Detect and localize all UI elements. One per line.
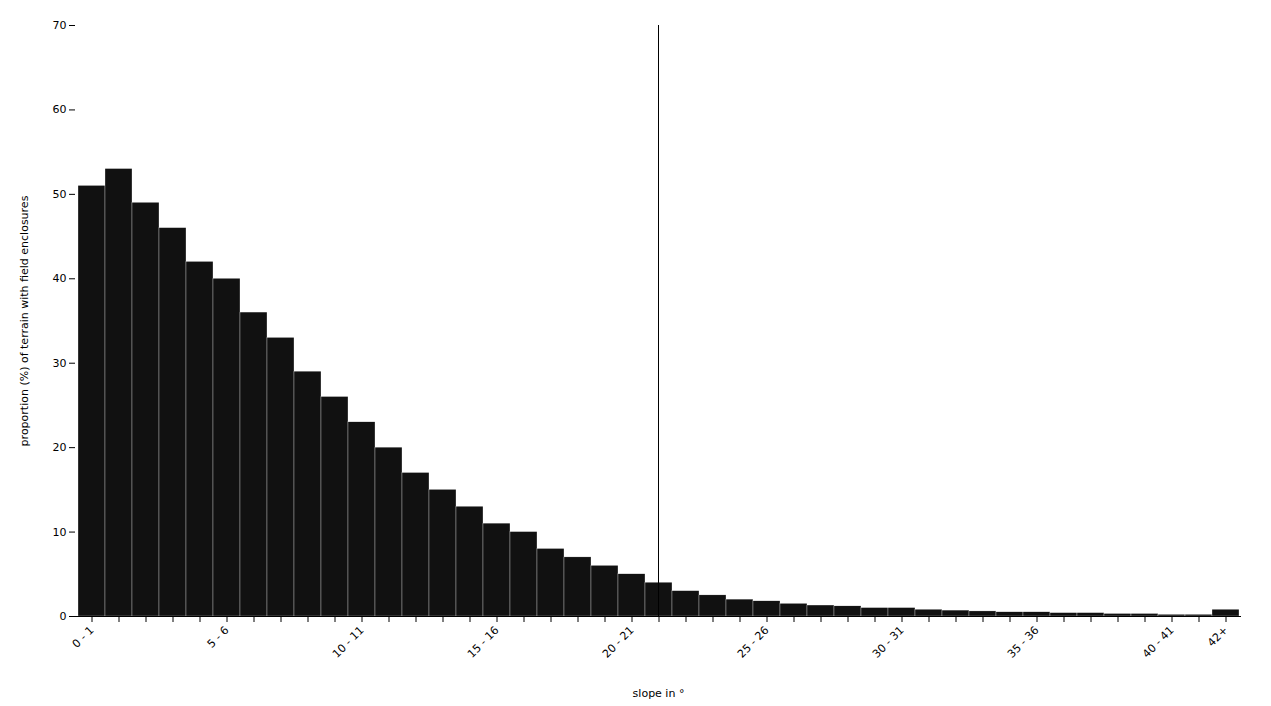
svg-text:42+: 42+ (1205, 624, 1231, 650)
svg-text:10 - 11: 10 - 11 (330, 624, 367, 661)
svg-text:20: 20 (53, 441, 67, 454)
svg-text:30 - 31: 30 - 31 (870, 624, 907, 661)
svg-text:70: 70 (53, 19, 67, 32)
svg-text:20 - 21: 20 - 21 (600, 624, 637, 661)
svg-text:50: 50 (53, 188, 67, 201)
svg-text:slope in °: slope in ° (633, 687, 685, 700)
svg-text:40: 40 (53, 272, 67, 285)
svg-text:proportion (%) of terrain with: proportion (%) of terrain with field enc… (18, 195, 31, 446)
svg-text:35 - 36: 35 - 36 (1005, 624, 1042, 661)
svg-text:60: 60 (53, 103, 67, 116)
svg-text:15 - 16: 15 - 16 (465, 624, 502, 661)
svg-text:0: 0 (60, 610, 67, 623)
svg-text:10: 10 (53, 526, 67, 539)
svg-text:5 - 6: 5 - 6 (205, 624, 232, 651)
svg-text:30: 30 (53, 357, 67, 370)
svg-text:40 - 41: 40 - 41 (1140, 624, 1177, 661)
svg-text:0 - 1: 0 - 1 (70, 624, 97, 651)
svg-text:25 - 26: 25 - 26 (735, 624, 772, 661)
